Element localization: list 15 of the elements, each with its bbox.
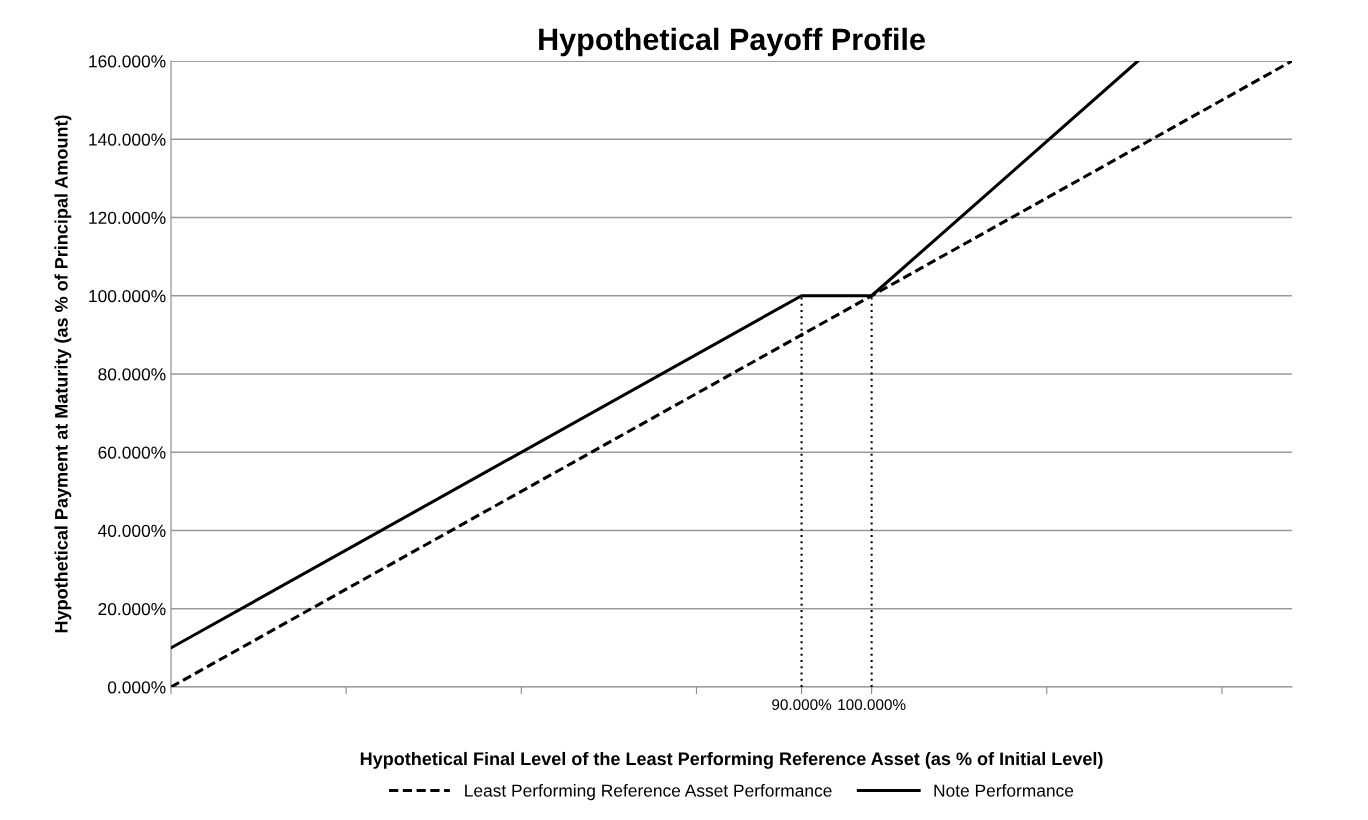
y-tick-label: 160.000% bbox=[89, 55, 166, 68]
y-tick-label: 0.000% bbox=[107, 681, 166, 694]
legend-label: Note Performance bbox=[934, 784, 1074, 797]
x-axis-title: Hypothetical Final Level of the Least Performing Reference Asset (as % of Initial Level) bbox=[360, 751, 1103, 769]
y-axis-title: Hypothetical Payment at Maturity (as % of Principal Amount) bbox=[54, 115, 72, 633]
y-tick-label: 100.000% bbox=[89, 289, 166, 303]
legend-label: Least Performing Reference Asset Performance bbox=[465, 784, 832, 801]
y-tick-label: 120.000% bbox=[89, 211, 166, 224]
y-tick-label: 20.000% bbox=[98, 602, 166, 616]
y-tick-label: 80.000% bbox=[98, 368, 166, 381]
y-tick-label: 60.000% bbox=[98, 446, 166, 459]
chart-title: Hypothetical Payoff Profile bbox=[539, 27, 925, 57]
y-tick-label: 40.000% bbox=[98, 524, 166, 537]
x-tick-label: 90.000% bbox=[772, 699, 832, 711]
y-tick-label: 140.000% bbox=[89, 133, 166, 146]
